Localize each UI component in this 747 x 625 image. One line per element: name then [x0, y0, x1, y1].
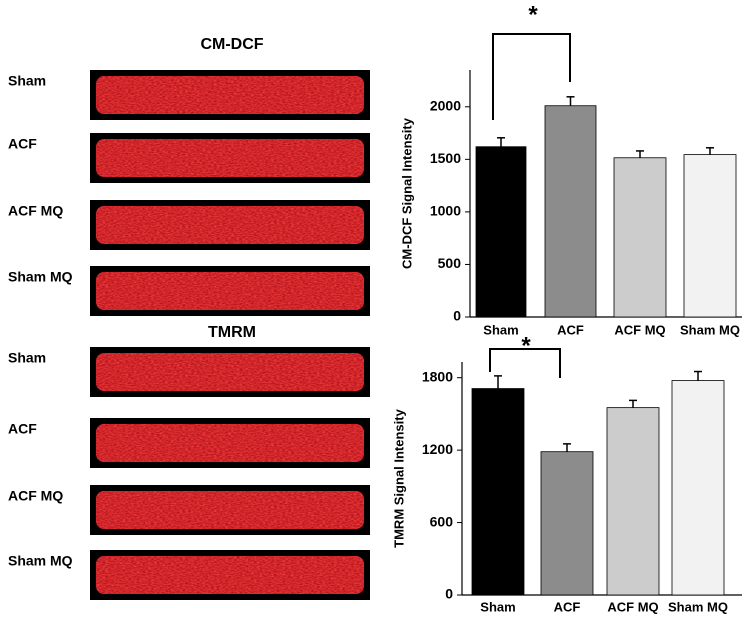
image-label: Sham MQ	[8, 553, 73, 569]
x-tick-label: ACF	[557, 322, 584, 337]
y-tick-label: 1800	[422, 368, 453, 384]
y-tick-label: 1500	[430, 150, 461, 166]
bar	[606, 407, 660, 596]
x-tick-label: Sham	[483, 322, 518, 337]
y-axis-label: CM-DCF Signal Intensity	[399, 117, 414, 269]
x-tick-label: ACF	[554, 599, 581, 614]
y-axis-label: TMRM Signal Intensity	[391, 408, 406, 547]
image-label: ACF	[8, 136, 37, 152]
image-label: Sham MQ	[8, 269, 73, 285]
cell-texture	[96, 76, 364, 114]
image-label: ACF MQ	[8, 488, 63, 504]
cell-texture	[96, 272, 364, 310]
image-label: Sham	[8, 350, 46, 366]
cell-texture	[96, 556, 364, 594]
x-tick-label: Sham MQ	[668, 599, 728, 614]
x-tick-label: Sham MQ	[680, 322, 740, 337]
panel-title: CM-DCF	[200, 36, 263, 53]
significance-star: *	[521, 332, 531, 359]
image-label: Sham	[8, 73, 46, 89]
bar	[471, 388, 525, 596]
significance-bracket	[489, 348, 561, 378]
y-tick-label: 500	[438, 255, 462, 271]
image-label: ACF	[8, 421, 37, 437]
image-label: ACF MQ	[8, 203, 63, 219]
x-tick-label: Sham	[480, 599, 515, 614]
y-tick-label: 1000	[430, 203, 461, 219]
significance-bracket	[492, 33, 571, 120]
y-tick-label: 1200	[422, 441, 453, 457]
x-tick-label: ACF MQ	[614, 322, 665, 337]
cell-texture	[96, 139, 364, 177]
cell-texture	[96, 491, 364, 529]
y-tick-label: 0	[453, 308, 461, 324]
x-tick-label: ACF MQ	[607, 599, 658, 614]
bar	[613, 157, 667, 318]
panel-title: TMRM	[208, 324, 256, 341]
bar	[544, 105, 597, 318]
bar	[671, 380, 725, 596]
cell-texture	[96, 424, 364, 462]
y-tick-label: 600	[430, 513, 454, 529]
bar	[683, 154, 737, 318]
cell-texture	[96, 206, 364, 244]
bar	[540, 451, 594, 596]
y-tick-label: 0	[445, 586, 453, 602]
bar	[475, 146, 527, 318]
y-tick-label: 2000	[430, 97, 461, 113]
significance-star: *	[528, 1, 538, 28]
cell-texture	[96, 353, 364, 391]
